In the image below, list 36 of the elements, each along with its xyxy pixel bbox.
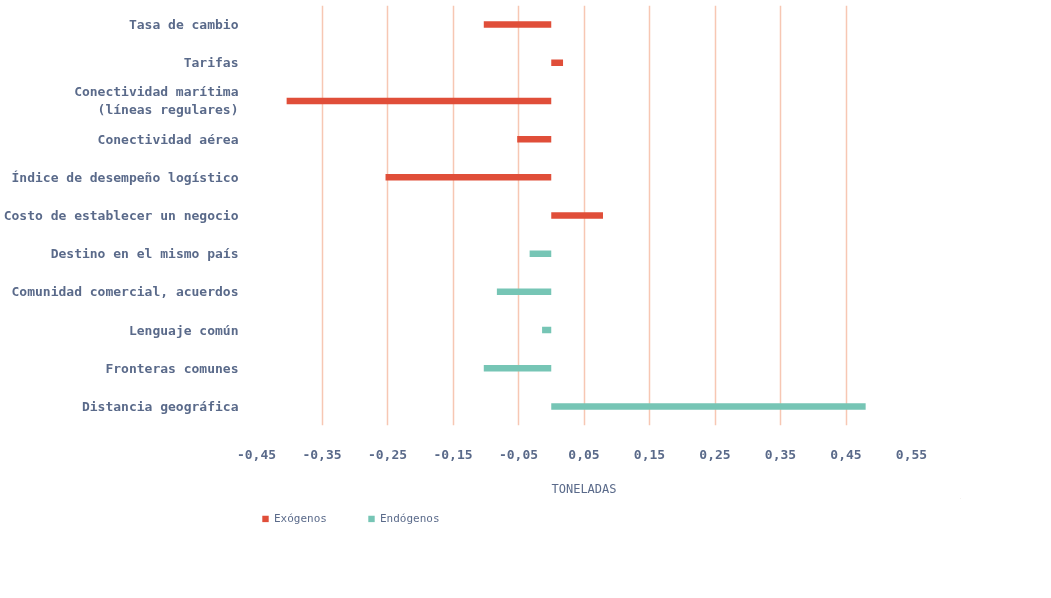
y-tick-label: Distancia geográfica <box>81 398 239 414</box>
bar <box>483 364 552 372</box>
y-tick-label: Lenguaje común <box>128 322 239 338</box>
y-tick-label: Índice de desempeño logístico <box>11 169 239 185</box>
legend-label: Endógenos <box>379 511 440 525</box>
x-tick-label: -0,25 <box>367 446 408 462</box>
x-tick-label: 0,45 <box>830 446 862 462</box>
bar <box>517 135 552 143</box>
x-tick-label: 0,25 <box>699 446 731 462</box>
bar <box>496 288 552 296</box>
x-tick-label: -0,15 <box>433 446 473 462</box>
y-tick-label: Comunidad comercial, acuerdos <box>11 284 239 300</box>
y-tick-label: Costo de establecer un negocio <box>3 208 239 223</box>
y-tick-label: Tarifas <box>183 55 239 71</box>
bar <box>542 326 552 334</box>
legend-label: Exógenos <box>274 511 327 525</box>
bar <box>551 59 564 67</box>
bar <box>529 250 552 257</box>
x-tick-label: -0,45 <box>236 446 277 462</box>
y-tick-label: Conectividad aérea <box>97 131 239 147</box>
x-tick-label: 0,15 <box>633 446 666 462</box>
y-tick-label: Fronteras comunes <box>105 360 239 376</box>
y-tick-label: Tasa de cambio <box>128 17 239 33</box>
x-tick-label: -0,35 <box>302 446 342 462</box>
x-tick-label: 0,05 <box>568 446 600 462</box>
bar <box>385 174 552 181</box>
x-tick-label: 0,55 <box>895 446 928 462</box>
bar <box>483 21 552 28</box>
x-tick-label: 0,35 <box>764 446 797 462</box>
x-tick-label: -0,05 <box>498 446 539 462</box>
bar <box>551 212 603 219</box>
x-axis-title: TONELADAS <box>551 481 617 496</box>
y-tick-label: Conectividad marítima (líneas regulares) <box>74 84 239 118</box>
y-tick-label: Destino en el mismo país <box>50 246 239 262</box>
bar <box>286 97 552 105</box>
bar <box>551 403 866 410</box>
